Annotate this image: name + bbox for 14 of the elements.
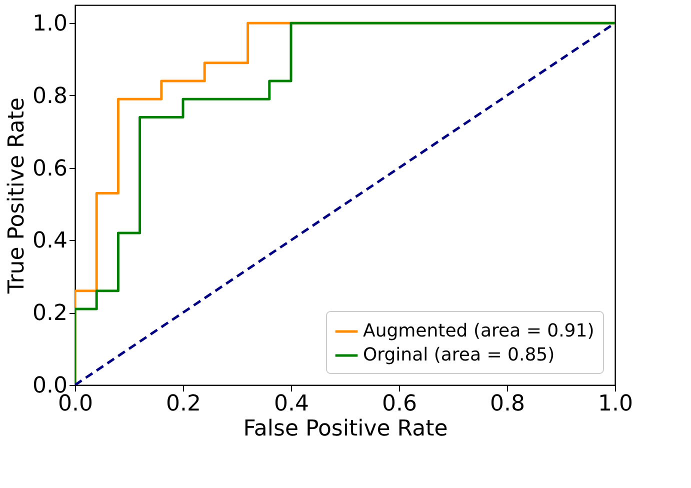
y-tick-label: 0.8 — [32, 84, 68, 109]
x-tick-label: 1.0 — [598, 392, 633, 416]
y-tick-label: 0.4 — [32, 228, 68, 254]
y-axis-title: True Positive Rate — [4, 98, 30, 294]
x-axis-title: False Positive Rate — [243, 416, 448, 442]
x-tick-label: 0.8 — [490, 392, 525, 416]
legend-label: Orginal (area = 0.85) — [363, 344, 555, 366]
x-tick-label: 0.6 — [382, 392, 417, 416]
y-tick-label: 1.0 — [32, 12, 68, 37]
x-tick-label: 0.4 — [274, 392, 309, 416]
y-tick-label: 0.6 — [32, 156, 68, 182]
legend-label: Augmented (area = 0.91) — [363, 320, 594, 342]
y-tick-label: 0.2 — [32, 301, 68, 326]
x-tick-label: 0.2 — [166, 392, 201, 416]
